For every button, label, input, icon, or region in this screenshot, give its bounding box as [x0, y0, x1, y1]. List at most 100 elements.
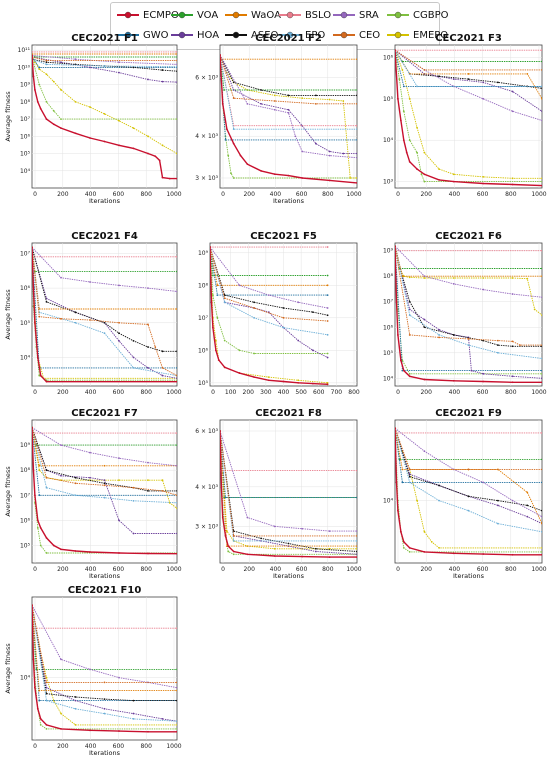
series-line-cgbpo	[395, 246, 542, 375]
data-point-sra	[89, 451, 91, 454]
data-point-hoa	[297, 339, 300, 342]
series-group	[395, 427, 542, 556]
data-point-voa	[541, 267, 542, 270]
y-tick-label: 10⁶	[383, 324, 394, 331]
data-point-emepo	[438, 168, 440, 171]
x-axis-label: Iterations	[273, 197, 305, 205]
x-tick-label: 0	[396, 566, 400, 573]
data-point-hoa	[118, 339, 120, 342]
data-point-waoa	[38, 464, 41, 467]
data-point-ceo	[511, 340, 514, 343]
data-point-ceo	[315, 102, 317, 105]
y-tick-label: 3 × 10³	[195, 175, 218, 182]
legend-swatch	[279, 11, 301, 19]
data-point-ceo	[45, 476, 48, 479]
chart-cec2021-f9: CEC2021 F9 10⁴ 0 200 400 600 800 1000 Iterations	[383, 408, 547, 580]
data-point-ceo	[408, 334, 411, 336]
data-point-emepo	[423, 530, 426, 533]
chart-cec2021-f4: CEC2021 F4 10⁴ 10⁵ 10⁶ 10⁷ 0 200 400 600 800 1000 A…	[4, 231, 182, 396]
data-point-ecmpo	[399, 530, 402, 533]
data-point-sra	[238, 284, 241, 287]
x-tick-label: 100	[225, 389, 237, 396]
x-tick-label: 1000	[166, 191, 181, 198]
chart-title: CEC2021 F7	[71, 408, 138, 419]
series-line-voa	[395, 49, 542, 62]
data-point-cgbpo	[326, 352, 329, 355]
x-tick-label: 400	[449, 566, 461, 573]
chart-title: CEC2021 F9	[435, 408, 502, 419]
data-point-ecmpo	[239, 154, 242, 157]
data-point-bslo	[326, 246, 329, 248]
data-point-hoa	[161, 717, 164, 720]
legend: ECMPO VOA WaOA BSLO SRA CGBPO GWO HOA ASEO EPO CEO…	[110, 2, 449, 50]
y-tick-label: 10⁶	[198, 347, 209, 354]
x-tick-label: 400	[85, 743, 97, 750]
series-group	[210, 246, 329, 386]
data-point-epo	[74, 494, 77, 497]
data-point-waoa	[216, 284, 219, 287]
data-point-cgbpo	[253, 352, 255, 355]
plot-frame	[394, 44, 543, 189]
x-tick-label: 0	[396, 389, 400, 396]
data-point-ecmpo	[147, 152, 149, 155]
y-tick-label: 10⁸	[20, 99, 31, 106]
data-point-ceo	[103, 681, 106, 684]
data-point-emepo	[511, 177, 514, 180]
y-tick-label: 10⁷	[20, 116, 31, 123]
data-point-aseo	[356, 550, 357, 553]
data-point-ecmpo	[260, 170, 262, 172]
data-point-cgbpo	[408, 372, 411, 375]
series-line-sra	[220, 54, 357, 159]
series-line-sra	[395, 49, 542, 121]
x-tick-label: 400	[85, 389, 97, 396]
data-point-ecmpo	[36, 519, 39, 522]
data-point-sra	[541, 515, 542, 518]
y-tick-label: 10⁵	[198, 380, 209, 387]
data-point-hoa	[470, 369, 473, 372]
y-tick-label: 10⁶	[20, 133, 31, 140]
data-point-ecmpo	[541, 184, 542, 187]
data-point-bslo	[541, 432, 542, 434]
data-point-aseo	[408, 300, 411, 303]
data-point-emepo	[214, 339, 217, 342]
x-tick-label: 800	[140, 191, 152, 198]
data-point-ceo	[253, 307, 255, 309]
data-point-emepo	[401, 69, 404, 71]
data-point-emepo	[526, 277, 529, 280]
data-point-ceo	[89, 319, 91, 321]
data-point-ceo	[541, 344, 542, 347]
data-point-aseo	[260, 89, 262, 91]
series-line-ceo	[32, 605, 177, 683]
data-point-aseo	[118, 332, 120, 335]
data-point-ecmpo	[395, 49, 396, 52]
data-point-aseo	[223, 294, 226, 296]
data-point-aseo	[315, 94, 317, 97]
data-point-sra	[118, 676, 120, 679]
data-point-ecmpo	[210, 246, 211, 248]
data-point-ecmpo	[511, 553, 514, 556]
data-point-ecmpo	[312, 382, 314, 385]
data-point-voa	[176, 56, 177, 58]
data-point-ecmpo	[34, 494, 36, 497]
data-point-emepo	[533, 308, 536, 311]
data-point-ecmpo	[416, 168, 418, 171]
data-point-ecmpo	[246, 553, 249, 556]
data-point-sra	[328, 530, 331, 532]
data-point-cgbpo	[216, 316, 219, 319]
plot-frame	[219, 419, 358, 564]
data-point-ecmpo	[541, 553, 542, 556]
data-point-sra	[118, 284, 120, 287]
data-point-ecmpo	[74, 550, 77, 552]
data-point-waoa	[225, 545, 228, 548]
data-point-cgbpo	[36, 527, 39, 529]
data-point-cgbpo	[52, 109, 55, 112]
data-point-hoa	[408, 308, 411, 311]
data-point-epo	[356, 128, 357, 131]
data-point-bslo	[176, 432, 177, 435]
data-point-hoa	[482, 81, 485, 84]
series-line-aseo	[210, 246, 328, 316]
data-point-ecmpo	[511, 381, 514, 384]
data-point-ecmpo	[52, 544, 55, 547]
series-line-hoa	[210, 246, 328, 358]
data-point-ecmpo	[224, 535, 227, 537]
